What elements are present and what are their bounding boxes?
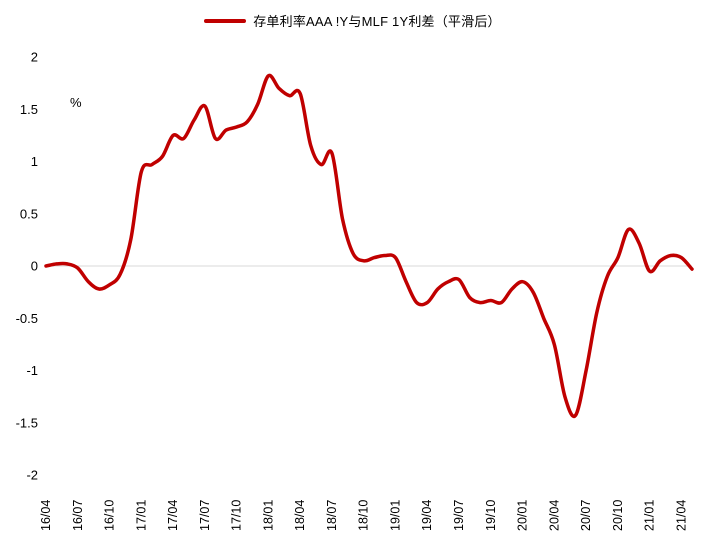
y-axis-tick-label: -1.5 [16,415,38,430]
x-axis-tick-label: 18/04 [293,500,307,531]
x-axis-tick-label: 16/04 [39,500,53,531]
x-axis-tick-label: 18/07 [325,500,339,531]
x-axis-tick-label: 20/04 [547,500,561,531]
x-axis-tick-label: 20/01 [516,500,530,531]
legend: 存单利率AAA !Y与MLF 1Y利差（平滑后） [0,11,705,30]
y-axis-tick-label: -0.5 [16,311,38,326]
x-axis-tick-label: 16/07 [71,500,85,531]
y-axis-tick-label: -1 [26,363,38,378]
x-axis-tick-label: 21/04 [674,500,688,531]
y-axis-tick-label: 1.5 [20,102,38,117]
x-axis-tick-label: 19/01 [389,500,403,531]
y-axis-tick-label: 1 [31,154,38,169]
x-axis-tick-label: 17/07 [198,500,212,531]
x-axis-tick-label: 21/01 [643,500,657,531]
y-axis-tick-label: 0.5 [20,206,38,221]
x-axis-tick-label: 19/07 [452,500,466,531]
x-axis-tick-label: 18/01 [261,500,275,531]
y-axis-tick-label: 0 [31,259,38,274]
x-axis-tick-label: 19/10 [484,500,498,531]
x-axis-tick-label: 19/04 [420,500,434,531]
y-axis-unit-label: % [70,95,82,110]
x-axis-tick-label: 20/07 [579,500,593,531]
series-line [44,73,694,419]
legend-line-marker [204,18,247,23]
x-axis-tick-label: 17/10 [230,500,244,531]
y-axis-tick-label: -2 [26,468,38,483]
x-axis-tick-label: 20/10 [611,500,625,531]
y-axis-tick-label: 2 [31,50,38,65]
x-axis-tick-label: 17/01 [134,500,148,531]
x-axis-tick-label: 16/10 [103,500,117,531]
x-axis-tick-label: 18/10 [357,500,371,531]
x-axis-tick-label: 17/04 [166,500,180,531]
legend-label: 存单利率AAA !Y与MLF 1Y利差（平滑后） [253,14,501,29]
